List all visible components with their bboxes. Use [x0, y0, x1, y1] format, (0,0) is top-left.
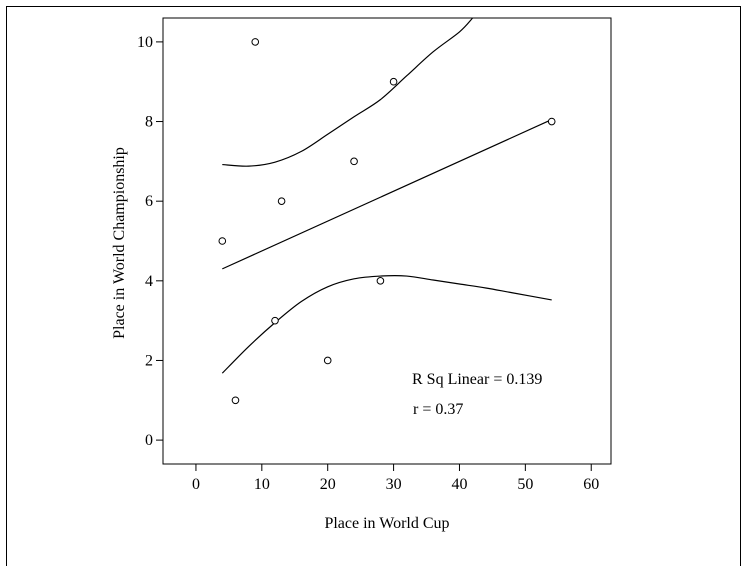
data-point	[251, 38, 260, 46]
data-point	[323, 356, 332, 365]
r-annotation: r = 0.37	[413, 401, 463, 418]
figure-frame	[6, 6, 741, 566]
x-tick-label: 60	[583, 476, 599, 493]
data-point	[271, 316, 279, 325]
data-point	[218, 237, 227, 245]
y-axis-ticks: 0 2 4 6 8 10	[137, 34, 163, 449]
y-tick-label: 4	[145, 273, 153, 290]
upper-confidence-band	[222, 17, 474, 167]
y-tick-label: 2	[145, 352, 153, 369]
regression-line	[222, 118, 552, 270]
data-point	[231, 396, 240, 405]
y-tick-label: 0	[145, 432, 153, 449]
plot-area	[162, 17, 612, 465]
y-tick-label: 8	[145, 114, 153, 131]
y-axis-title: Place in World Championship	[111, 147, 128, 339]
y-tick-label: 6	[145, 193, 153, 210]
data-point	[547, 117, 556, 126]
x-tick-label: 10	[254, 476, 270, 493]
data-point	[350, 157, 358, 166]
y-tick-label: 10	[137, 34, 153, 51]
x-axis-title: Place in World Cup	[324, 515, 449, 532]
x-tick-label: 30	[386, 476, 402, 493]
lower-confidence-band	[221, 275, 552, 374]
x-tick-label: 40	[451, 476, 467, 493]
rsq-annotation: R Sq Linear = 0.139	[412, 371, 542, 388]
data-point	[389, 77, 398, 86]
x-tick-label: 0	[192, 476, 200, 493]
data-points	[218, 38, 556, 405]
data-point	[277, 197, 286, 205]
x-tick-label: 20	[320, 476, 336, 493]
x-axis-ticks: 0 10 20 30 40 50 60	[192, 464, 599, 493]
x-tick-label: 50	[517, 476, 533, 493]
data-point	[376, 277, 385, 285]
